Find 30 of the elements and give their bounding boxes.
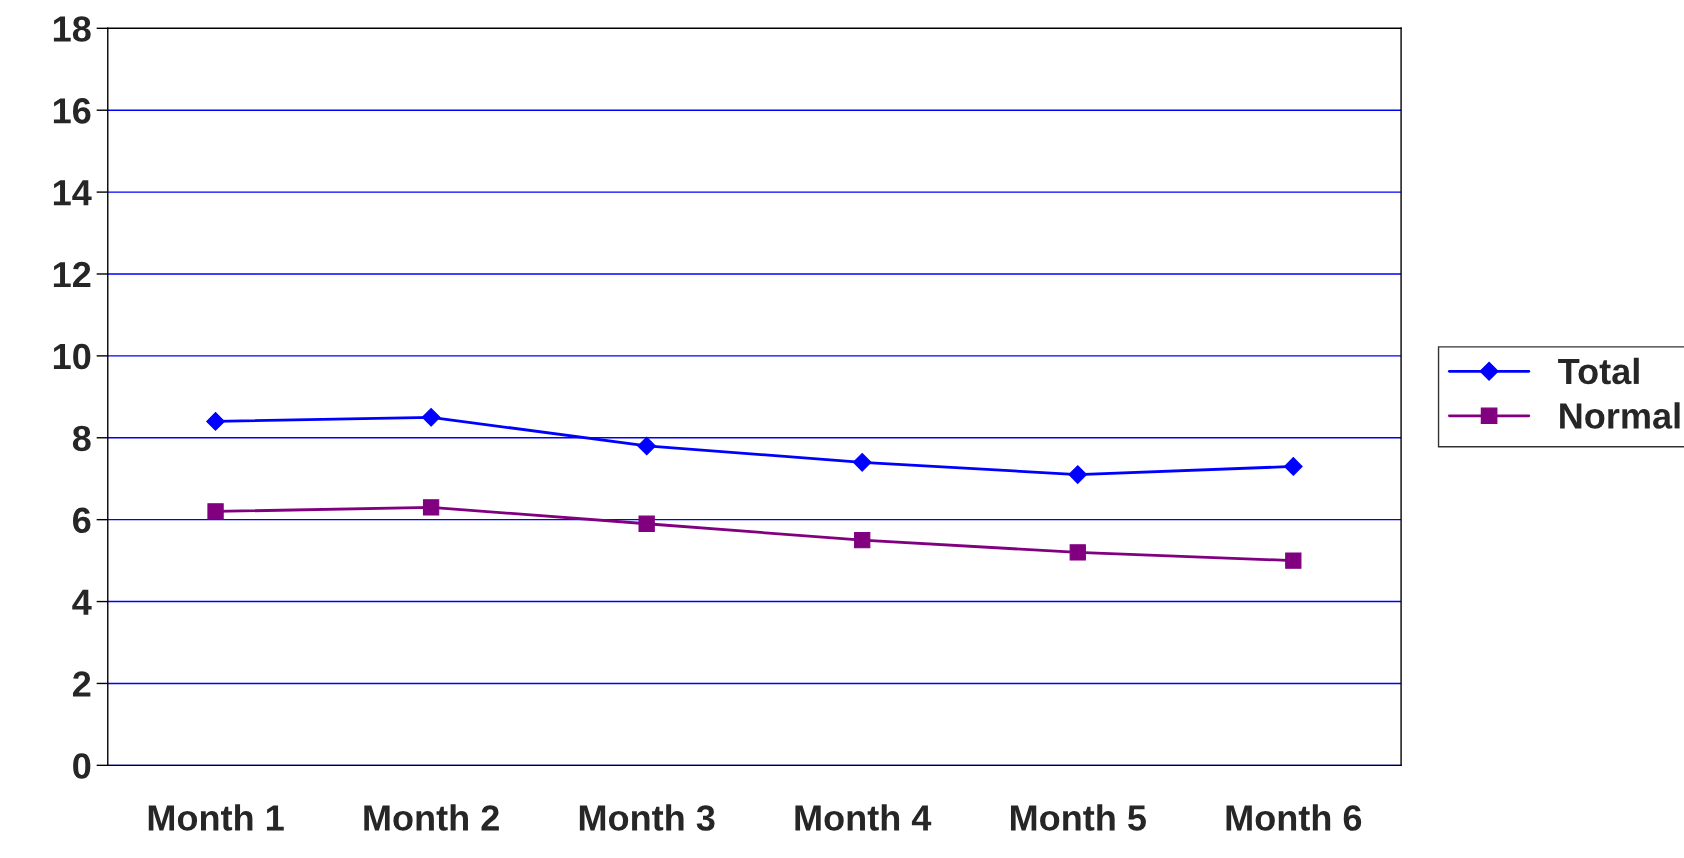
y-tick-label: 12: [53, 261, 91, 288]
point: [1068, 465, 1088, 484]
x-tick-label: Month 5: [1010, 804, 1146, 831]
y-tick-label: 10: [53, 343, 91, 370]
point: [1283, 457, 1303, 476]
y-tick-label: 4: [72, 589, 92, 615]
point: [637, 436, 657, 456]
point: [852, 452, 872, 472]
y-tick-label: 16: [53, 98, 91, 124]
y-tick-label: 6: [73, 507, 91, 534]
y-tick-label: 18: [53, 16, 91, 42]
y-tick-label: 14: [53, 180, 92, 206]
point: [1069, 544, 1086, 561]
x-tick-label: Month 6: [1226, 804, 1362, 831]
legend-label: Total: [1558, 357, 1639, 385]
y-tick-label: 2: [72, 671, 91, 697]
point: [638, 515, 655, 532]
x-tick-label: Month 4: [795, 804, 932, 831]
point: [1285, 552, 1302, 569]
point: [207, 503, 224, 520]
x-tick-label: Month 2: [364, 804, 499, 831]
x-tick-label: Month 3: [579, 804, 715, 831]
point: [206, 412, 225, 431]
y-tick-label: 8: [72, 425, 91, 452]
point: [421, 407, 441, 427]
legend-label: Normal: [1560, 402, 1680, 429]
x-tick-label: Month 1: [148, 804, 284, 831]
y-tick-label: 0: [73, 753, 91, 779]
point: [422, 499, 440, 516]
point: [854, 531, 871, 549]
